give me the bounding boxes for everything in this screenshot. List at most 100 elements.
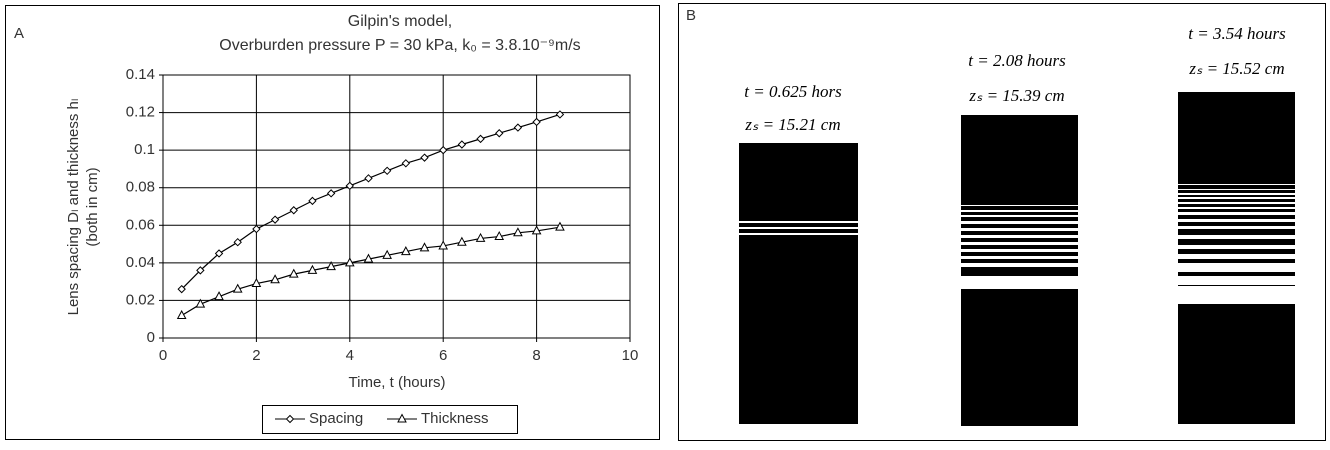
marker — [457, 236, 467, 246]
marker — [532, 117, 541, 127]
ice-lens — [1178, 207, 1295, 209]
y-tick-label: 0.06 — [126, 216, 155, 233]
time-label: t = 3.54 hours — [1188, 24, 1286, 43]
x-tick-label: 8 — [532, 347, 540, 364]
marker — [176, 309, 187, 319]
plot-area — [162, 74, 631, 339]
x-tick-label: 6 — [439, 347, 447, 364]
y-tick-label: 0.1 — [134, 141, 155, 158]
marker — [555, 221, 565, 231]
legend-label: Thickness — [421, 410, 489, 427]
marker — [401, 159, 411, 168]
y-tick-label: 0.02 — [126, 291, 155, 308]
y-tick-label: 0 — [147, 329, 155, 346]
panel-b-frame — [678, 3, 1326, 441]
x-tick-label: 10 — [622, 347, 639, 364]
marker — [270, 274, 280, 284]
marker — [420, 153, 429, 162]
y-tick-label: 0.04 — [126, 254, 155, 271]
y-axis-label: Lens spacing Dₗ and thickness hₗ — [65, 99, 82, 316]
ice-lens — [1178, 212, 1295, 215]
marker — [419, 242, 430, 252]
panel-label: A — [14, 25, 24, 42]
marker — [251, 277, 262, 288]
ice-lens — [1178, 202, 1295, 204]
chart-subtitle: Overburden pressure P = 30 kPa, k₀ = 3.8… — [219, 37, 580, 54]
ice-lens — [1178, 286, 1295, 304]
x-tick-label: 0 — [159, 347, 167, 364]
marker — [513, 123, 523, 132]
marker — [308, 196, 317, 206]
marker — [382, 249, 392, 259]
ice-lens — [961, 235, 1078, 238]
marker — [177, 284, 186, 294]
marker — [555, 110, 565, 119]
marker — [252, 224, 261, 234]
marker — [214, 249, 224, 258]
marker — [494, 230, 505, 241]
marker — [307, 264, 318, 274]
depth-label: zₛ = 15.21 cm — [744, 115, 840, 134]
marker — [495, 129, 504, 138]
marker — [438, 240, 449, 250]
ice-lens — [961, 221, 1078, 224]
marker — [326, 189, 336, 198]
ice-lens — [961, 249, 1078, 252]
x-tick-label: 4 — [346, 347, 354, 364]
time-label: t = 2.08 hours — [968, 51, 1066, 70]
ice-lens — [961, 215, 1078, 217]
x-axis-label: Time, t (hours) — [349, 374, 446, 391]
ice-lens — [1178, 189, 1295, 190]
marker — [363, 253, 374, 263]
ice-lens — [1178, 263, 1295, 272]
ice-lens — [961, 228, 1078, 231]
ice-lens — [1178, 235, 1295, 239]
stripe-diagram: t = 0.625 hors zₛ = 15.21 cm t = 2.08 hour… — [739, 24, 1295, 426]
legend-marker — [397, 413, 407, 423]
time-label: t = 0.625 hors — [744, 82, 842, 101]
legend-label: Spacing — [309, 410, 363, 427]
x-tick-label: 2 — [252, 347, 260, 364]
marker — [232, 283, 243, 293]
legend-marker — [285, 414, 295, 424]
marker — [289, 206, 298, 215]
marker — [476, 134, 485, 144]
ice-lens — [1178, 193, 1295, 195]
ice-lens — [961, 263, 1078, 267]
ice-lens — [1178, 197, 1295, 199]
ice-lens — [1178, 219, 1295, 222]
marker — [475, 232, 486, 242]
ice-lens — [1178, 276, 1295, 285]
depth-label: zₛ = 15.52 cm — [1188, 59, 1284, 78]
ice-lens — [739, 227, 858, 229]
ice-lens — [739, 233, 858, 235]
soil-column — [739, 143, 858, 424]
marker — [195, 298, 206, 308]
marker — [364, 174, 373, 183]
marker — [531, 225, 542, 235]
ice-lens — [1178, 226, 1295, 229]
y-tick-label: 0.08 — [126, 179, 155, 196]
marker — [345, 181, 355, 191]
ice-lens — [739, 221, 858, 223]
marker — [233, 237, 242, 247]
marker — [344, 257, 355, 267]
ice-lens — [1178, 184, 1295, 185]
y-tick-label: 0.14 — [126, 66, 155, 83]
marker — [457, 140, 467, 149]
marker — [270, 215, 280, 224]
y-tick-label: 0.12 — [126, 104, 155, 121]
soil-column — [961, 115, 1078, 426]
ice-lens — [1178, 245, 1295, 249]
marker — [401, 246, 411, 256]
ice-lens — [961, 242, 1078, 245]
ice-lens — [961, 276, 1078, 289]
ice-lens — [961, 205, 1078, 206]
marker — [326, 261, 336, 271]
ice-lens — [1178, 254, 1295, 259]
marker — [288, 268, 299, 278]
marker — [438, 145, 448, 155]
ice-lens — [961, 210, 1078, 212]
